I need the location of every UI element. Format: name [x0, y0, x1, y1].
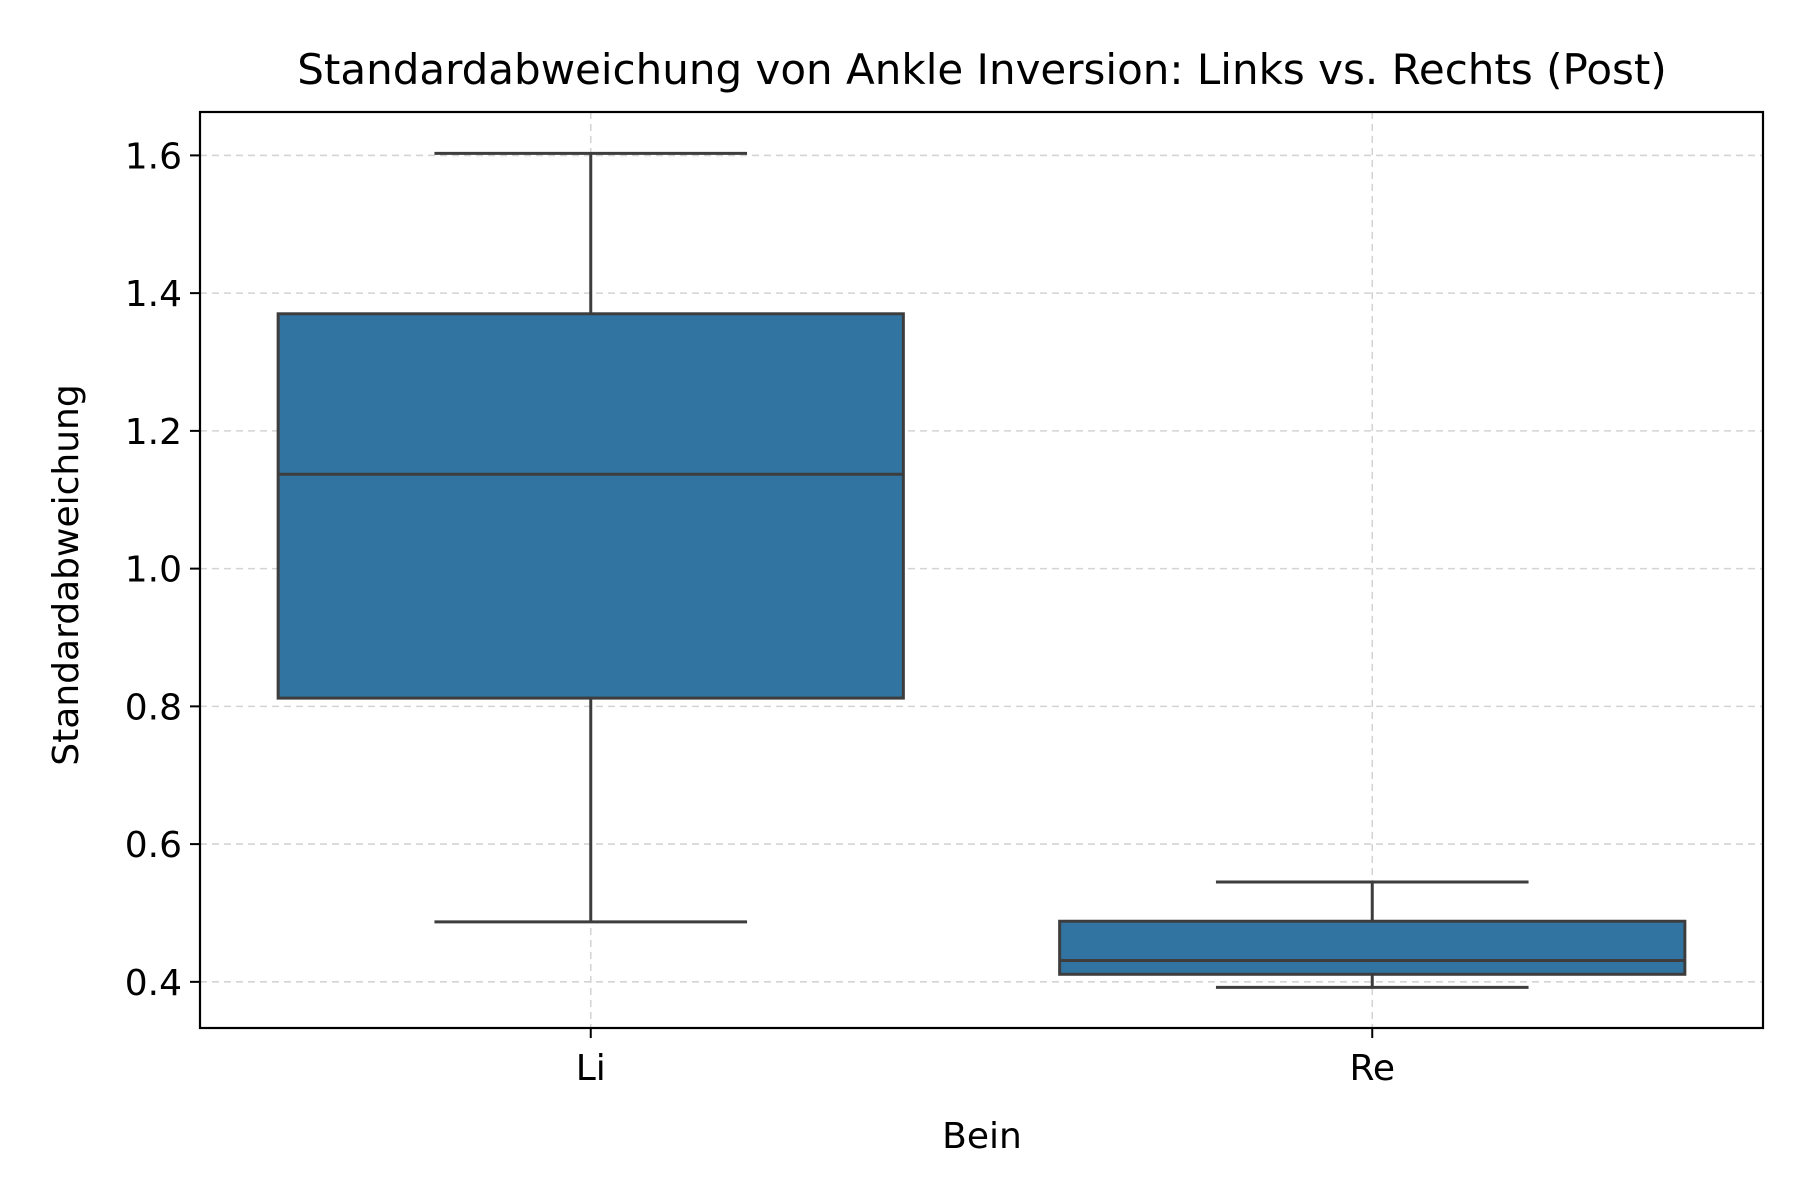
chart-title: Standardabweichung von Ankle Inversion: … — [297, 45, 1667, 94]
x-axis-label: Bein — [942, 1116, 1022, 1157]
x-tick-label: Li — [576, 1048, 606, 1089]
plot-frame — [198, 110, 1765, 1030]
y-tick-label: 0.6 — [125, 825, 182, 866]
ticks: 0.4 0.6 0.8 1.0 1.2 1.4 1.6 Li Re — [125, 136, 1395, 1089]
y-axis-label: Standardabweichung — [46, 384, 87, 765]
iqr-box — [276, 312, 905, 700]
box-Re — [1058, 880, 1687, 989]
y-tick-label: 1.0 — [125, 550, 182, 591]
y-tick-label: 0.8 — [125, 687, 182, 728]
y-tick-label: 1.6 — [125, 136, 182, 177]
y-tick-label: 1.2 — [125, 412, 182, 453]
iqr-box — [1058, 919, 1687, 976]
box-Li — [276, 151, 905, 924]
y-tick-label: 0.4 — [125, 963, 182, 1004]
boxes — [276, 151, 1687, 989]
y-tick-label: 1.4 — [125, 274, 182, 315]
x-tick-label: Re — [1349, 1048, 1395, 1089]
